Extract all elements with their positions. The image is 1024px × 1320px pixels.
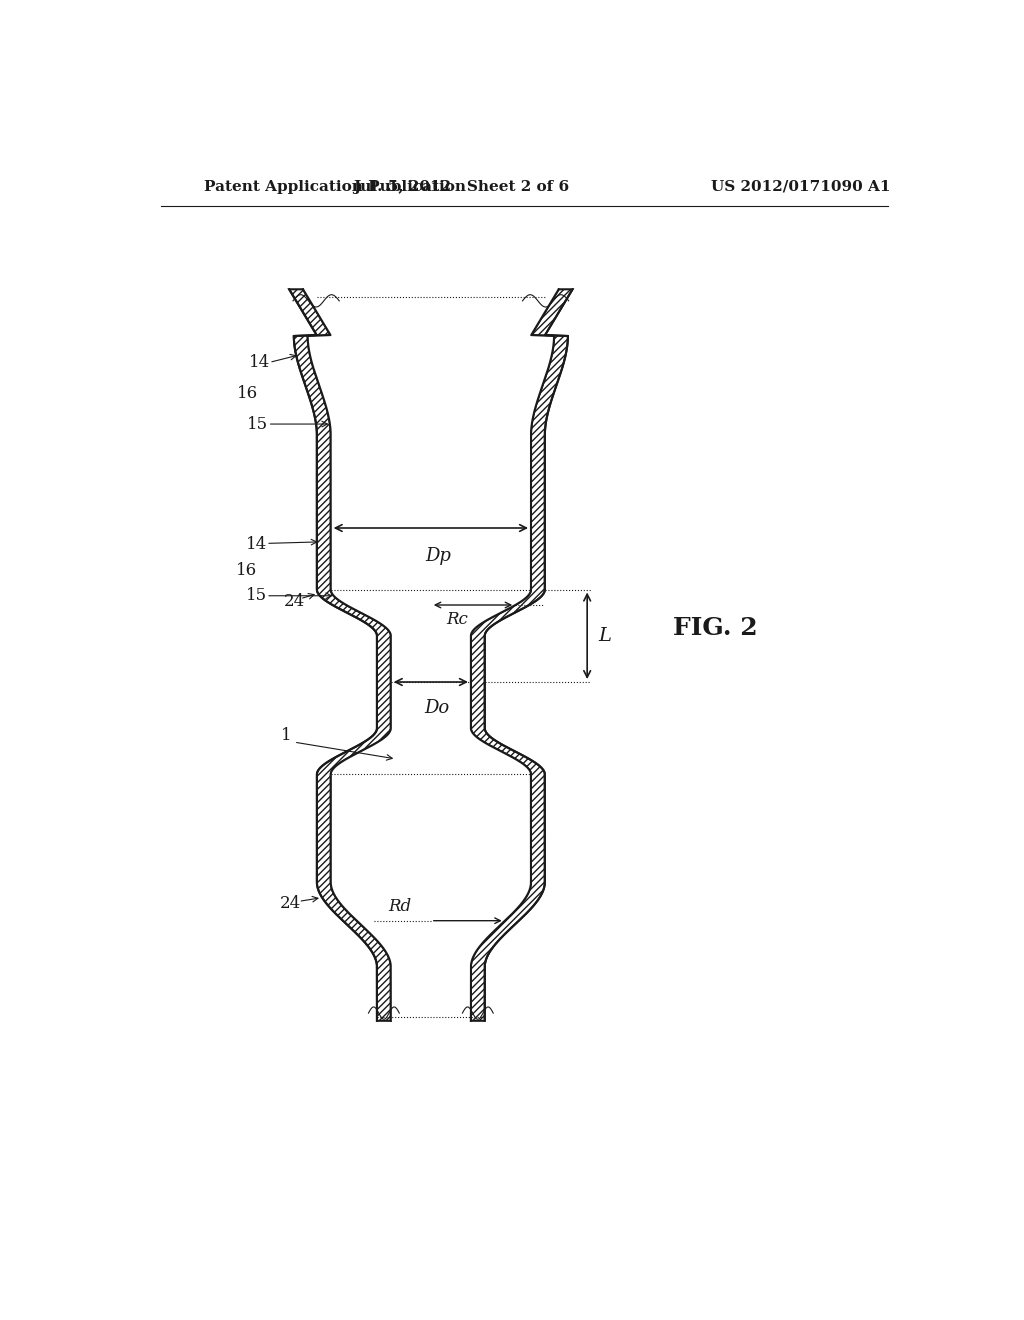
Text: 14: 14 (246, 536, 266, 553)
Text: Rc: Rc (446, 611, 468, 628)
Text: Do: Do (424, 700, 450, 717)
Text: 16: 16 (236, 562, 257, 579)
Text: Rd: Rd (388, 898, 412, 915)
Text: 16: 16 (237, 384, 258, 401)
Text: 15: 15 (247, 416, 268, 433)
Text: US 2012/0171090 A1: US 2012/0171090 A1 (711, 180, 890, 194)
Text: Patent Application Publication: Patent Application Publication (204, 180, 466, 194)
Polygon shape (303, 289, 559, 1020)
Text: 15: 15 (246, 587, 266, 605)
Text: 1: 1 (281, 727, 292, 744)
Text: 24: 24 (281, 895, 301, 912)
Text: FIG. 2: FIG. 2 (674, 616, 758, 640)
Text: 14: 14 (249, 354, 270, 371)
Text: Dp: Dp (426, 548, 452, 565)
Text: Jul. 5, 2012   Sheet 2 of 6: Jul. 5, 2012 Sheet 2 of 6 (353, 180, 569, 194)
Text: L: L (598, 627, 611, 644)
Text: 24: 24 (284, 593, 305, 610)
